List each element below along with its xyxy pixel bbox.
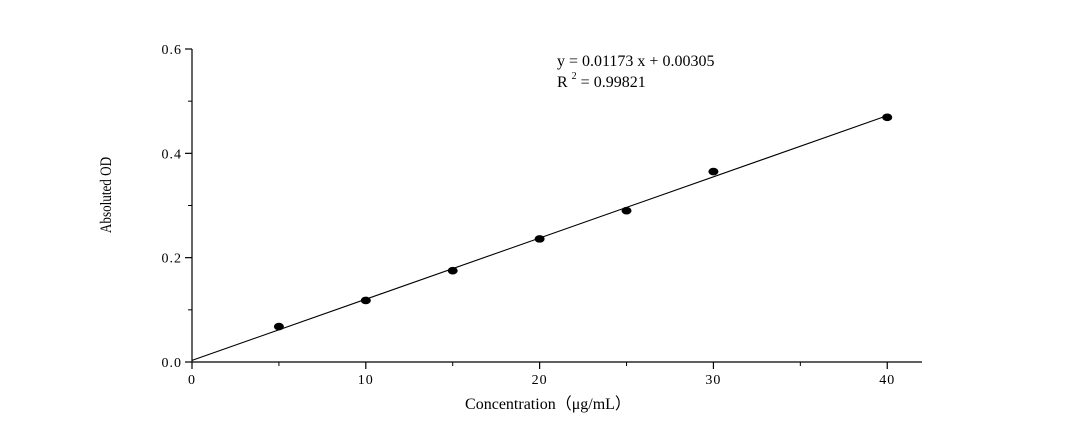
data-point xyxy=(882,113,893,122)
data-point xyxy=(273,322,284,331)
axes xyxy=(191,49,922,363)
x-tick-label: 40 xyxy=(879,373,895,388)
ticks xyxy=(185,48,888,369)
data-points xyxy=(273,113,893,331)
r-squared-value: = 0.99821 xyxy=(581,74,646,91)
r-squared-prefix: R xyxy=(557,74,568,91)
x-axis-title: Concentration（μg/mL） xyxy=(465,395,631,413)
fit-equation: y = 0.01173 x + 0.00305 xyxy=(557,53,714,70)
data-point xyxy=(534,235,545,243)
x-tick-label: 20 xyxy=(532,373,548,388)
x-tick-label: 10 xyxy=(358,373,374,388)
data-point xyxy=(621,206,632,215)
y-tick-label: 0.0 xyxy=(162,356,183,371)
data-point xyxy=(447,266,458,275)
r-squared: R 2 = 0.99821 xyxy=(557,66,646,91)
x-tick-label: 0 xyxy=(188,373,196,388)
y-tick-label: 0.2 xyxy=(162,252,183,267)
y-axis-title: Absoluted OD xyxy=(98,157,115,233)
r-squared-sup: 2 xyxy=(572,71,577,82)
y-tick-label: 0.6 xyxy=(162,43,183,58)
data-point xyxy=(708,167,719,176)
data-point xyxy=(360,296,371,305)
tick-labels: 0 10 20 30 40 0.0 0.2 0.4 0.6 xyxy=(162,43,895,388)
y-tick-label: 0.4 xyxy=(162,147,183,162)
x-tick-label: 30 xyxy=(705,373,721,388)
